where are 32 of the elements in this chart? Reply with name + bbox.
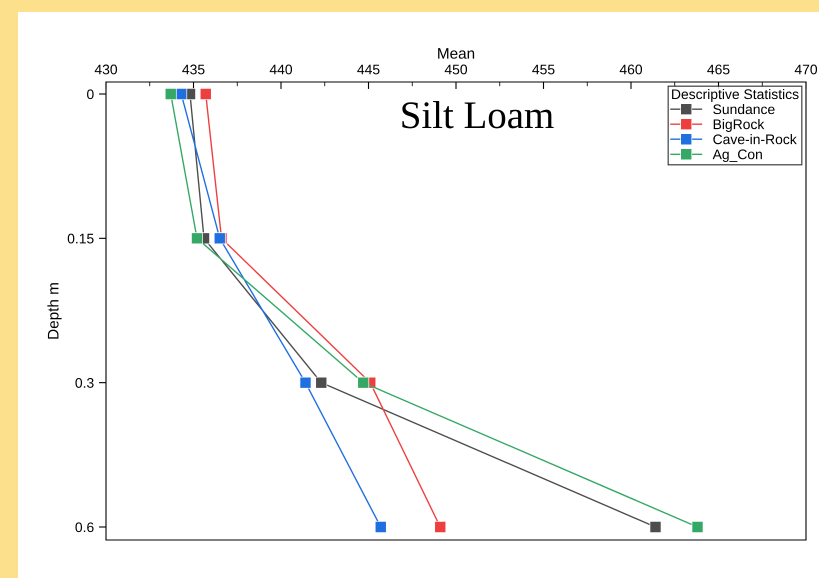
point <box>434 521 446 533</box>
legend-label: BigRock <box>714 119 764 132</box>
x-tick-label: 450 <box>444 64 468 74</box>
x-tick-label: 460 <box>620 64 642 74</box>
point <box>300 376 312 389</box>
point <box>191 232 203 244</box>
legend-label: Ag_Con <box>712 149 762 162</box>
point <box>175 88 188 100</box>
x-tick-label: 430 <box>94 64 118 74</box>
legend-label: Cave-in-Rock <box>713 134 797 144</box>
x-axis-title: Mean <box>438 48 474 59</box>
point <box>315 376 328 389</box>
point <box>357 376 370 389</box>
x-tick-label: 435 <box>182 64 205 74</box>
point <box>374 521 387 533</box>
x-tick-label: 440 <box>270 64 292 74</box>
y-tick-label: 0.15 <box>68 234 94 244</box>
legend-title: Descriptive Statistics <box>672 88 799 102</box>
y-tick-label: 0 <box>87 89 94 100</box>
x-tick-label: 470 <box>794 64 818 74</box>
x-tick-label: 445 <box>357 64 380 74</box>
y-tick-label: 0.6 <box>75 522 94 532</box>
x-tick-label: 465 <box>707 64 730 74</box>
x-tick-label: 455 <box>532 64 555 74</box>
point <box>164 88 177 100</box>
point <box>650 521 662 533</box>
legend-label: Sundance <box>713 104 775 114</box>
y-axis-title: Depth m <box>47 283 62 339</box>
point <box>200 88 212 100</box>
annotation: Silt Loam <box>402 101 554 128</box>
point <box>692 521 704 533</box>
y-tick-label: 0.3 <box>75 378 94 388</box>
